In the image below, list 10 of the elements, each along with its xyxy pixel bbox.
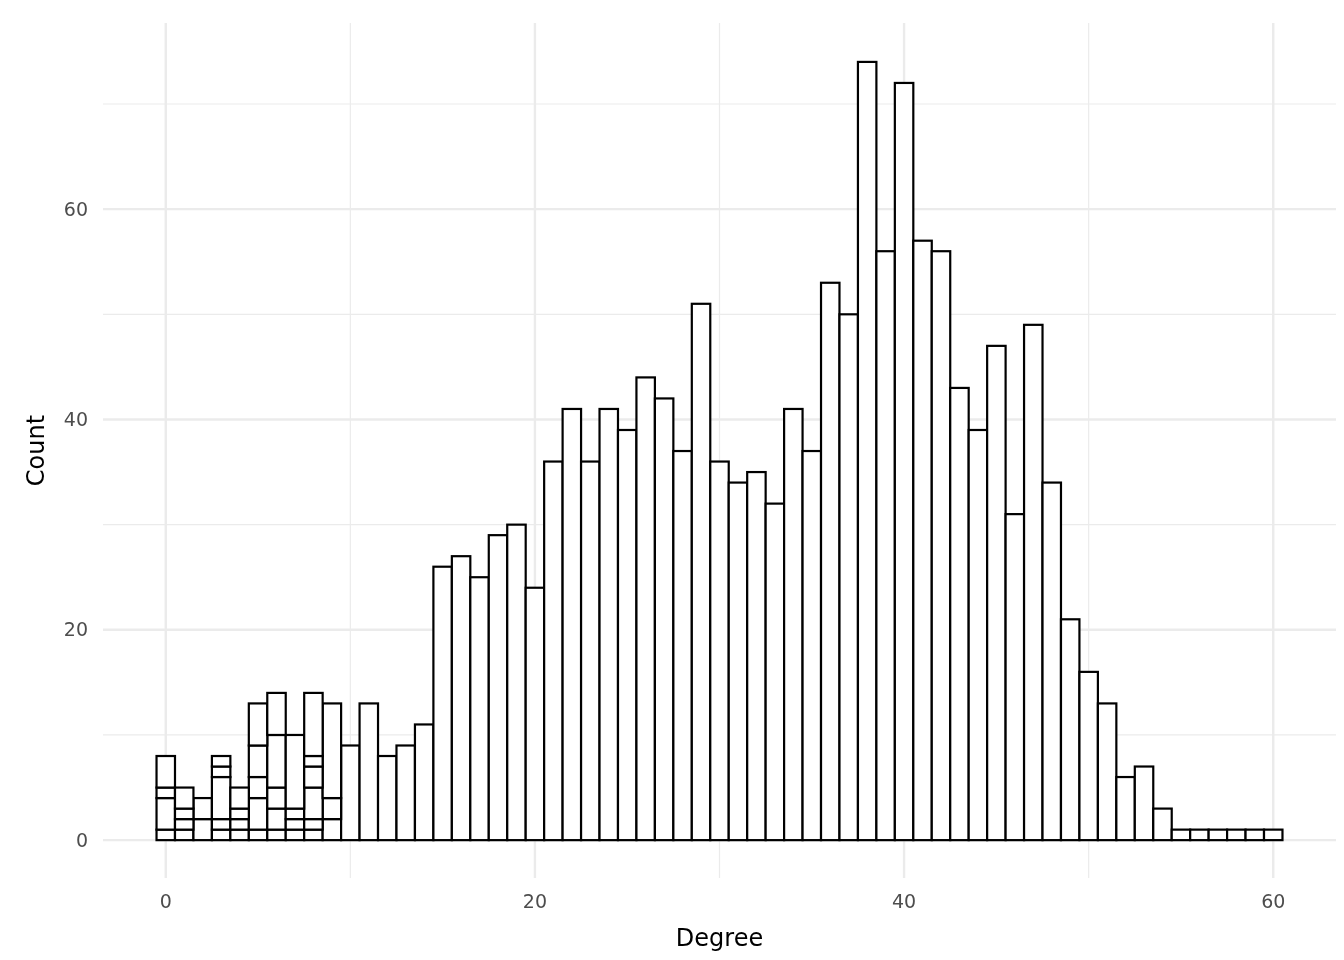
x-tick-label: 60 xyxy=(1261,890,1286,912)
y-tick-label: 20 xyxy=(63,618,88,641)
x-axis-title: Degree xyxy=(675,924,764,952)
y-tick-label: 40 xyxy=(63,408,88,431)
x-tick-label: 20 xyxy=(522,890,548,912)
x-tick-label: 40 xyxy=(891,890,917,912)
y-axis-title: Count xyxy=(22,414,50,487)
y-tick-label: 0 xyxy=(75,828,88,851)
x-tick-label: 0 xyxy=(159,890,172,912)
y-tick-label: 60 xyxy=(63,197,88,220)
